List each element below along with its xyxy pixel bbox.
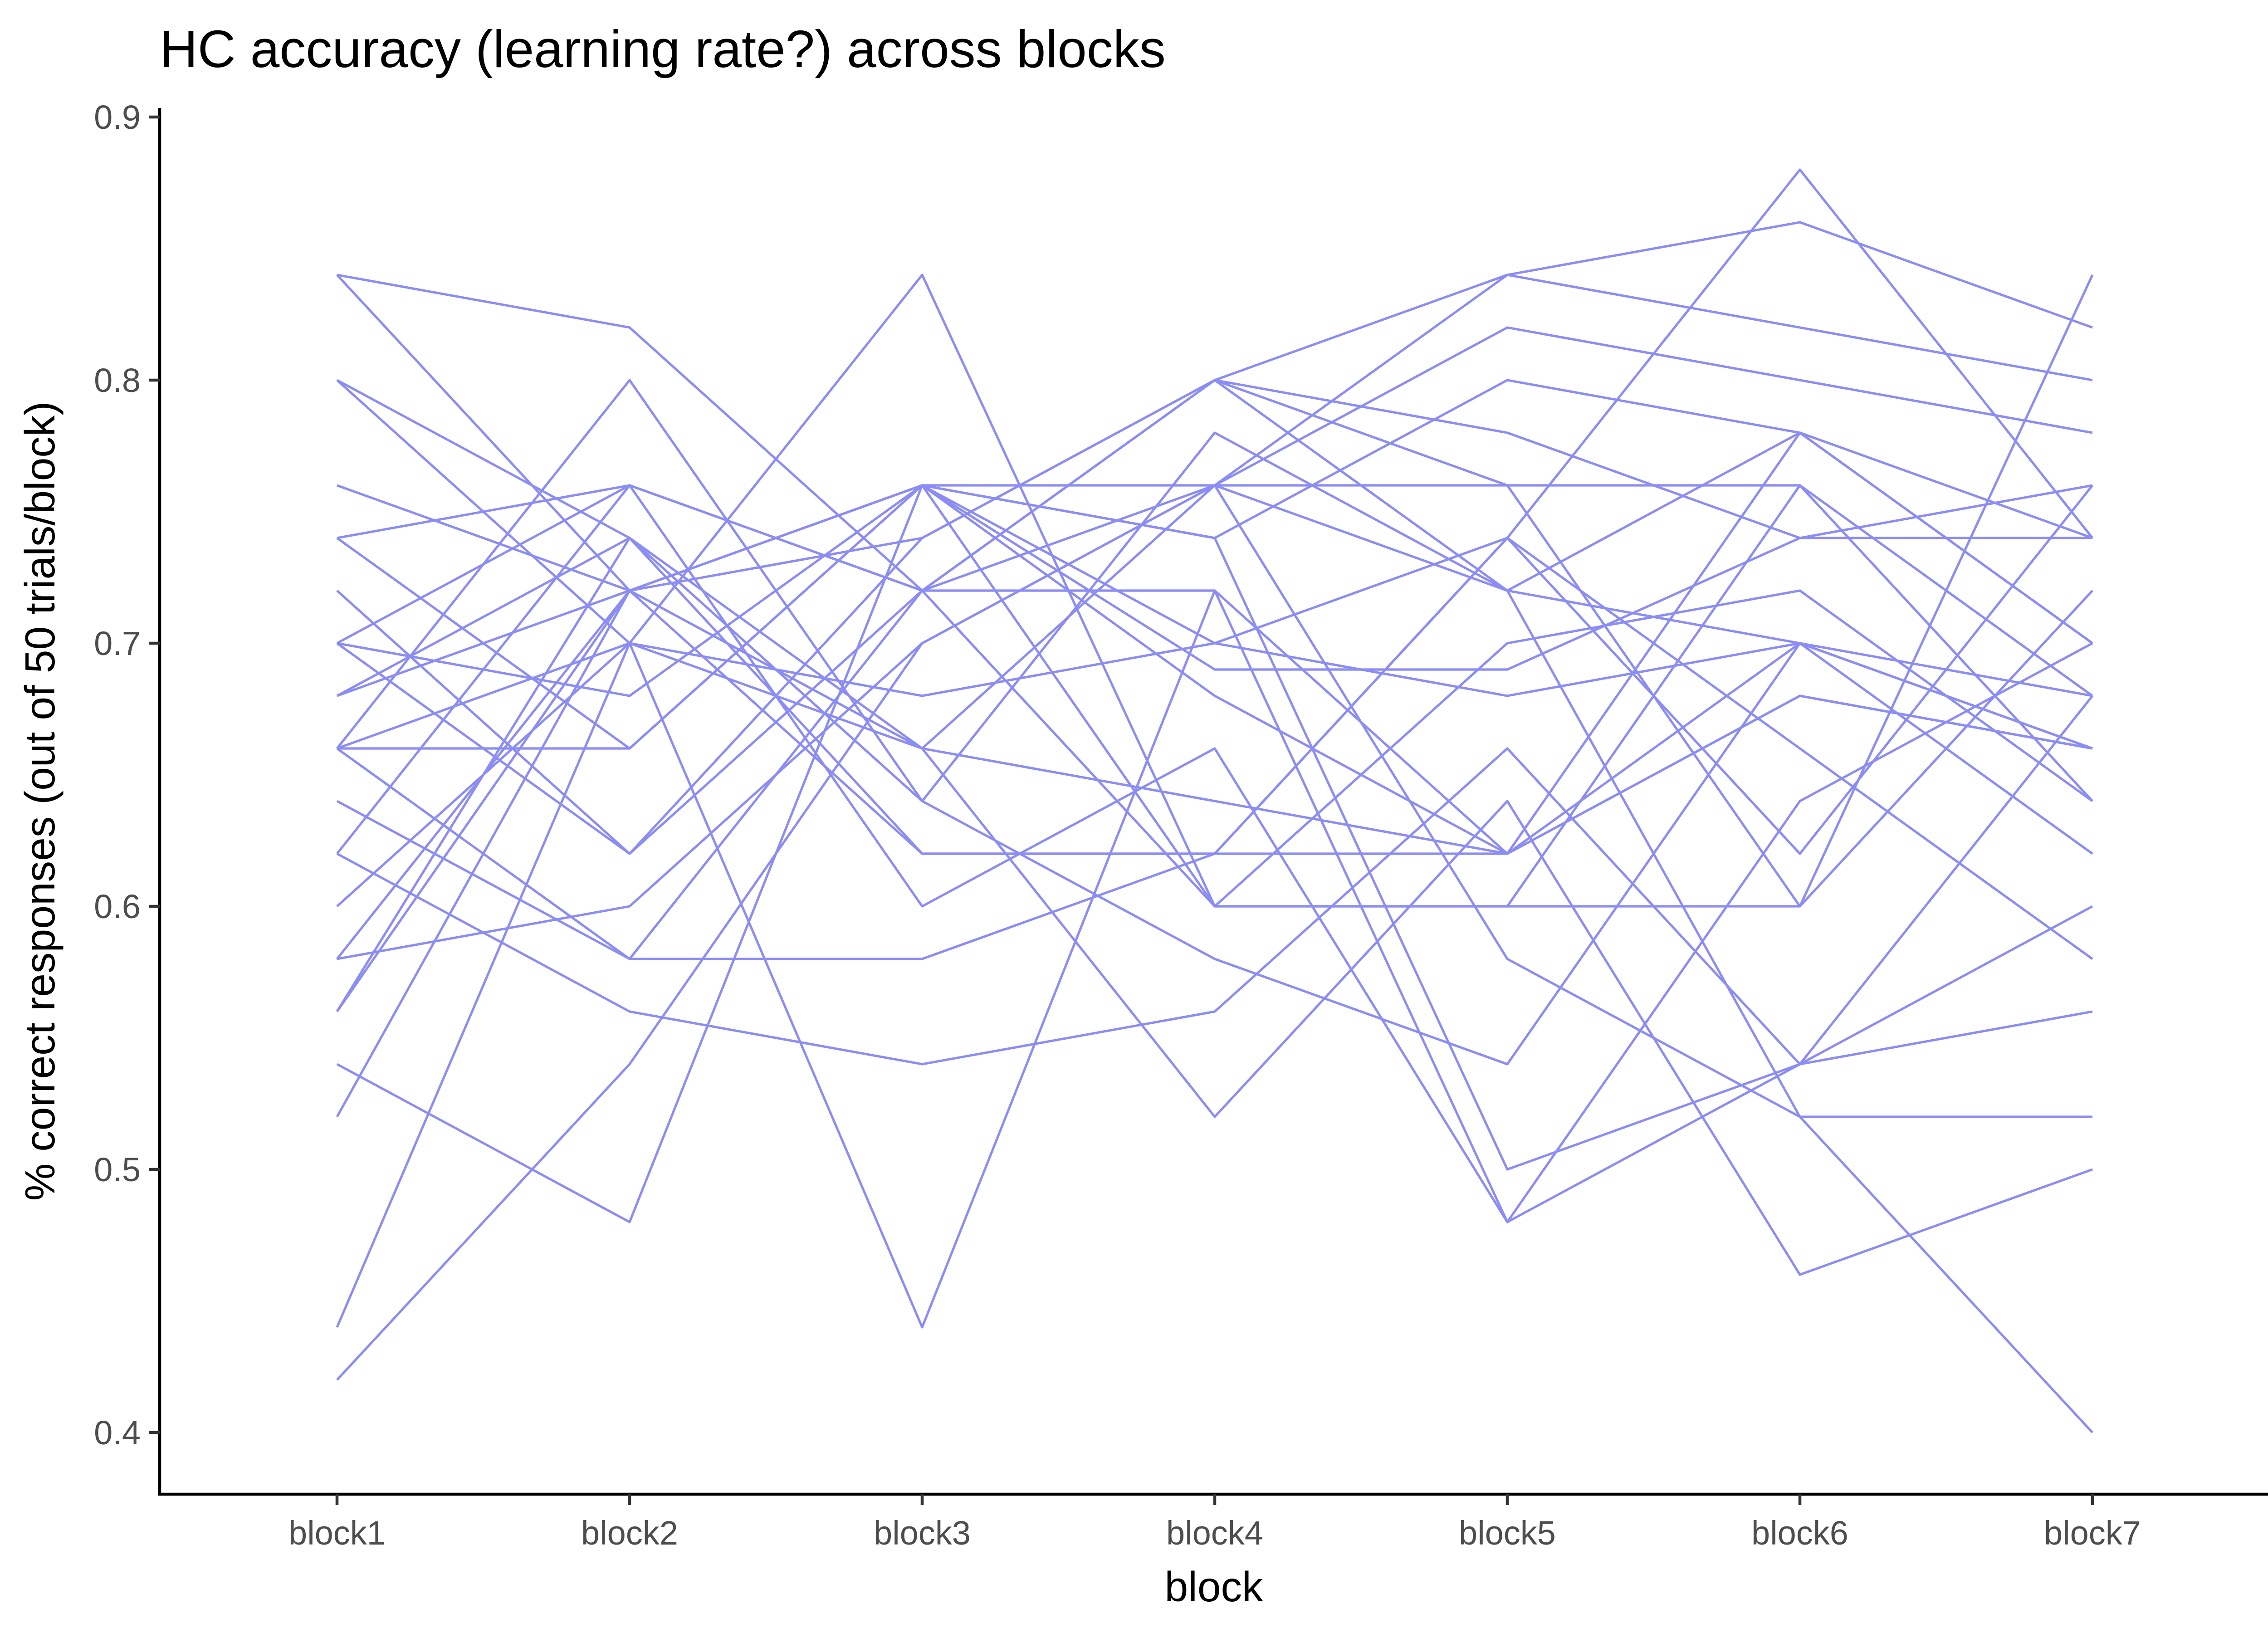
y-tick-label: 0.9	[94, 98, 141, 136]
y-tick-label: 0.6	[94, 888, 141, 925]
series-line-27	[336, 589, 2093, 1276]
x-axis-ticks: block1 block2 block3 block4 block5 block6 bloc…	[288, 1494, 2141, 1552]
x-tick-label: block2	[581, 1514, 678, 1552]
series-line-18	[336, 484, 2093, 960]
series-layer	[336, 168, 2094, 1433]
series-line-25	[336, 537, 2093, 1066]
x-tick-label: block4	[1166, 1514, 1263, 1552]
series-line-2	[336, 221, 2093, 592]
y-tick-label: 0.4	[94, 1414, 141, 1452]
series-line-22	[336, 484, 2092, 960]
x-tick-label: block7	[2044, 1514, 2141, 1552]
series-line-3	[336, 168, 2094, 855]
series-line-6	[337, 326, 2093, 592]
series-line-21	[336, 642, 2093, 907]
y-tick-label: 0.7	[94, 625, 141, 662]
series-line-29	[336, 484, 2093, 1433]
x-axis-label: block	[1164, 1563, 1263, 1610]
x-tick-label: block1	[288, 1514, 386, 1552]
chart-title: HC accuracy (learning rate?) across bloc…	[160, 20, 1166, 78]
y-axis-ticks: 0.4 0.5 0.6 0.7 0.8 0.9	[94, 98, 160, 1452]
series-line-28	[336, 589, 2093, 1329]
series-line-24	[336, 537, 2093, 1012]
x-tick-label: block6	[1751, 1514, 1848, 1552]
y-tick-label: 0.8	[94, 362, 141, 399]
x-tick-label: block5	[1459, 1514, 1556, 1552]
series-line-26	[336, 484, 2094, 1223]
y-tick-label: 0.5	[94, 1151, 141, 1188]
y-axis-label: % correct responses (out of 50 trials/bl…	[16, 401, 64, 1201]
x-tick-label: block3	[874, 1514, 971, 1552]
series-line-7	[336, 379, 2093, 750]
